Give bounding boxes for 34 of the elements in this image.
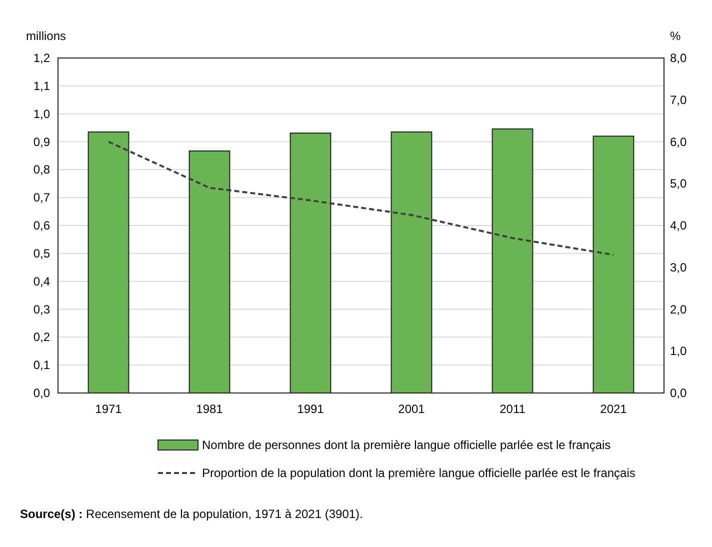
source-note: Source(s) : Recensement de la population, 1971 à 2021 (3901). [20, 507, 363, 521]
y2-tick-label: 4,0 [670, 218, 688, 232]
y-tick-label: 0,2 [33, 330, 50, 344]
line-series [108, 140, 614, 256]
legend-label: Proportion de la population dont la première langue officielle parlée est le français [202, 466, 636, 480]
y2-tick-label: 1,0 [670, 344, 688, 358]
y-tick-label: 1,2 [33, 51, 50, 65]
y-tick-label: 0,5 [33, 246, 50, 260]
y2-tick-label: 5,0 [670, 176, 688, 191]
y2-axis-title: % [670, 29, 681, 43]
y2-tick-label: 8,0 [670, 51, 688, 65]
x-tick-label: 1981 [196, 402, 224, 416]
y-tick-label: 0,1 [33, 358, 50, 372]
y2-tick-label: 0,0 [670, 386, 688, 400]
y-tick-label: 1,1 [33, 78, 50, 93]
y-tick-label: 0,9 [33, 134, 50, 149]
y2-tick-label: 7,0 [670, 92, 688, 107]
y2-tick-label: 3,0 [670, 260, 688, 274]
x-tick-label: 2021 [600, 402, 628, 416]
y-tick-label: 0,8 [33, 162, 50, 177]
y-axis-title: millions [26, 29, 66, 43]
y-tick-label: 1,0 [33, 106, 50, 121]
x-tick-label: 1971 [95, 402, 122, 416]
y-tick-label: 0,0 [33, 386, 50, 400]
y-tick-label: 0,3 [33, 302, 50, 316]
legend-label: Nombre de personnes dont la première langue officielle parlée est le français [202, 438, 611, 452]
x-tick-label: 2011 [500, 402, 526, 416]
y2-tick-label: 2,0 [670, 302, 688, 316]
x-tick-label: 2001 [398, 402, 426, 416]
y-tick-label: 0,7 [33, 190, 50, 205]
y-tick-label: 0,6 [33, 218, 50, 232]
y2-tick-label: 6,0 [670, 134, 688, 149]
y-tick-label: 0,4 [33, 274, 50, 288]
x-tick-label: 1991 [297, 402, 324, 416]
